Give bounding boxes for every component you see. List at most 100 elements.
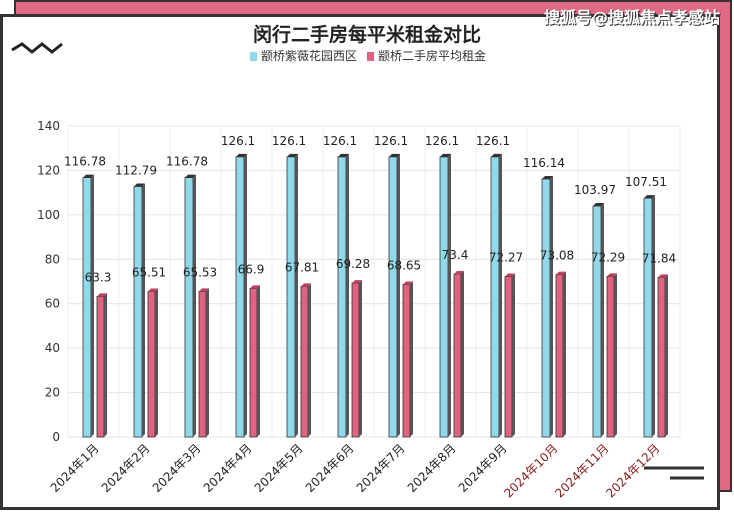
legend-item-series-1: 颛桥紫薇花园西区 [250,47,357,64]
bar-ziweihuayuan [286,156,296,438]
x-tick-label: 2024年8月 [405,441,459,495]
bar-side [359,280,362,437]
data-label: 67.81 [285,260,319,274]
legend-label: 颛桥紫薇花园西区 [261,49,358,63]
bar-top [505,273,515,277]
bar-side [91,174,94,437]
bar-top [134,183,145,187]
bar-top [556,271,566,275]
bar-average [504,276,513,438]
bar-ziweihuayuan [337,156,347,438]
bar-average [300,285,309,438]
bar-side [142,183,145,437]
bar-ziweihuayuan [643,197,653,438]
bar-ziweihuayuan [490,156,500,438]
chart-title: 闵行二手房每平米租金对比 [252,24,481,46]
bar-side [244,153,247,437]
bar-top [644,195,655,199]
bar-side [257,285,260,437]
bar-ziweihuayuan [388,156,398,438]
bar-side [499,153,502,437]
bar-top [454,270,464,274]
bar-average [96,295,105,438]
bar-top [352,280,362,284]
data-label: 73.08 [540,249,574,263]
bar-ziweihuayuan [133,186,143,438]
bar-average [453,273,462,438]
data-label: 72.27 [489,250,523,264]
data-label: 126.1 [272,134,306,148]
bar-side [155,288,158,437]
bar-top [658,274,668,278]
x-tick-label: 2024年1月 [48,441,102,495]
bar-side [563,271,566,437]
bar-side [601,203,604,437]
bar-side [308,283,311,437]
bar-top [607,273,617,277]
y-tick-label: 0 [52,430,60,444]
data-label: 73.4 [442,248,469,262]
x-tick-label: 2024年4月 [201,441,255,495]
x-tick-label: 2024年3月 [150,441,204,495]
x-tick-label: 2024年5月 [252,441,306,495]
bar-top [83,174,94,178]
bar-top [593,203,604,207]
data-label: 63.3 [85,270,112,284]
bar-side [461,270,464,437]
bar-top [250,285,260,289]
data-label: 107.51 [625,175,667,189]
bar-ziweihuayuan [592,205,602,438]
bar-side [193,174,196,437]
bar-top [542,176,553,180]
bar-side [665,274,668,437]
bar-top [148,288,158,292]
bar-ziweihuayuan [541,178,551,438]
y-tick-label: 120 [37,163,60,177]
bar-side [206,288,209,437]
x-tick-label: 2024年6月 [303,441,357,495]
bar-average [402,284,411,438]
x-tick-label: 2024年7月 [354,441,408,495]
y-tick-label: 100 [37,208,60,222]
y-tick-label: 60 [45,297,60,311]
bar-top [389,153,400,157]
data-label: 65.53 [183,265,217,279]
data-label: 126.1 [425,134,459,148]
bar-top [440,153,451,157]
bar-average [606,276,615,438]
bar-top [491,153,502,157]
bar-average [249,287,258,438]
bar-top [199,288,209,292]
data-label: 68.65 [387,258,421,272]
bar-side [652,195,655,437]
x-tick-label: 2024年11月 [552,441,611,500]
bar-side [448,153,451,437]
bar-ziweihuayuan [82,177,92,438]
bar-average [147,291,156,438]
data-label: 126.1 [476,134,510,148]
bar-side [512,273,515,437]
y-tick-label: 20 [45,386,60,400]
bar-side [295,153,298,437]
zigzag-decoration-icon [11,42,63,54]
bar-side [614,273,617,437]
data-label: 71.84 [642,251,676,265]
legend-label: 颛桥二手房平均租金 [378,49,487,63]
x-tick-label: 2024年10月 [501,441,560,500]
bar-ziweihuayuan [235,156,245,438]
legend: 颛桥紫薇花园西区 颛桥二手房平均租金 [250,47,486,64]
y-tick-label: 80 [45,252,60,266]
bar-top [97,293,107,297]
bar-ziweihuayuan [439,156,449,438]
bar-side [104,293,107,437]
data-label: 126.1 [374,134,408,148]
bar-side [397,153,400,437]
data-label: 103.97 [574,183,616,197]
data-label: 116.78 [64,155,106,169]
data-label: 65.51 [132,265,166,279]
data-label: 116.14 [523,156,565,170]
data-label: 112.79 [115,163,157,177]
bar-top [287,153,298,157]
y-tick-label: 40 [45,341,60,355]
